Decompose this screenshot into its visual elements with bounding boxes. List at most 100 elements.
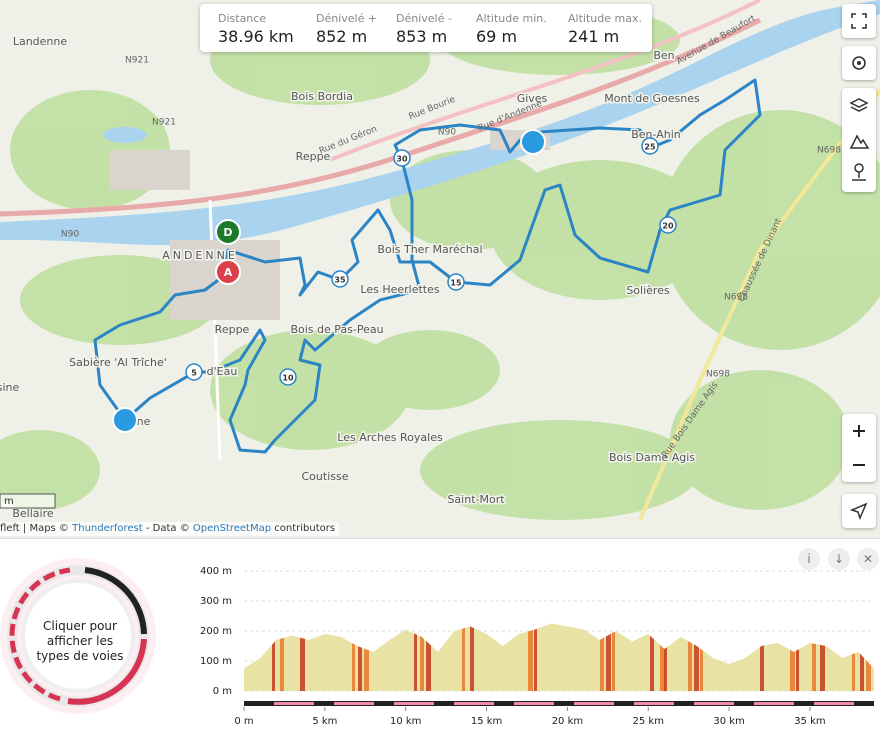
endpoint-label: D <box>223 226 232 239</box>
y-tick-label: 100 m <box>200 656 232 667</box>
endpoint-pin <box>215 259 241 285</box>
endpoint-label: A <box>224 266 233 279</box>
layer-tools[interactable] <box>842 88 876 192</box>
x-tick-label: 10 km <box>390 716 421 727</box>
attribution-text: - Data © <box>142 523 193 534</box>
scale-label: m <box>4 496 14 507</box>
place-label: Les Heerlettes <box>360 283 439 296</box>
x-tick-label: 35 km <box>794 716 825 727</box>
x-tick-label: 20 km <box>552 716 583 727</box>
slope-stripe <box>694 623 699 691</box>
download-button[interactable]: ↓ <box>828 548 850 570</box>
slope-stripe <box>534 623 537 691</box>
slope-stripe <box>528 623 533 691</box>
slope-stripe <box>364 623 369 691</box>
surface-track <box>244 701 874 706</box>
y-tick-label: 400 m <box>200 566 232 577</box>
slope-stripe <box>688 623 692 691</box>
x-tick-label: 5 km <box>312 716 337 727</box>
x-tick-label: 0 m <box>234 716 253 727</box>
km-marker <box>659 216 677 234</box>
slope-stripe <box>796 623 799 691</box>
place-label: Les Arches Royales <box>337 431 443 444</box>
slope-stripe <box>300 623 305 691</box>
km-marker <box>393 149 411 167</box>
km-marker-label: 10 <box>282 374 294 383</box>
road-label: N698 <box>724 293 748 303</box>
road-label: N921 <box>125 56 149 66</box>
place-label: Bois Dame Agis <box>609 451 695 464</box>
attribution: fleft | Maps © Thunderforest - Data © Op… <box>0 522 340 536</box>
road-label: N921 <box>152 118 176 128</box>
stat-label: Altitude max. <box>568 12 642 25</box>
fullscreen-button[interactable] <box>842 4 876 38</box>
zoom-controls[interactable] <box>842 414 876 482</box>
km-marker <box>641 137 659 155</box>
close-button[interactable]: ✕ <box>857 548 879 570</box>
slope-stripe <box>820 623 825 691</box>
place-label: Bois Bordia <box>291 90 353 103</box>
x-tick-label: 15 km <box>471 716 502 727</box>
place-label: Bois de Pas-Peau <box>290 323 383 336</box>
stat-value: 69 m <box>476 27 518 46</box>
surface-widget-line: afficher les <box>46 634 114 648</box>
slope-stripe <box>272 623 275 691</box>
slope-stripe <box>812 623 816 691</box>
km-marker-label: 35 <box>334 276 346 285</box>
slope-stripe <box>650 623 654 691</box>
slope-stripe <box>790 623 795 691</box>
map[interactable]: Landenne Bois Bordia Reppe Gives Mont de Goe… <box>0 0 880 538</box>
place-label: Gives <box>517 92 548 105</box>
stat-value: 241 m <box>568 27 620 46</box>
slope-stripe <box>462 623 465 691</box>
road-label: N90 <box>61 230 79 240</box>
settings-button[interactable] <box>842 46 876 80</box>
slope-stripe <box>358 623 362 691</box>
place-label: Ben <box>653 49 674 62</box>
place-label: Saint-Mort <box>447 493 505 506</box>
attribution-link[interactable]: Thunderforest <box>72 523 143 534</box>
y-tick-label: 0 m <box>213 686 232 697</box>
road-label: N698 <box>706 370 730 380</box>
place-label: Sabière 'Al Trîche' <box>69 356 167 369</box>
info-button[interactable]: i <box>798 548 820 570</box>
place-label: sine <box>0 381 19 394</box>
slope-stripe <box>612 623 615 691</box>
km-marker <box>279 368 297 386</box>
slope-stripe <box>700 623 703 691</box>
km-marker-label: 15 <box>450 279 462 288</box>
surface-donut[interactable] <box>0 539 160 743</box>
attribution-text: fleft | Maps © <box>0 523 73 534</box>
place-label: Reppe <box>296 150 331 163</box>
stat-label: Distance <box>218 12 267 25</box>
place-label: Bellaire <box>12 507 54 520</box>
slope-stripe <box>426 623 431 691</box>
slope-stripe <box>280 623 284 691</box>
stat-label: Dénivelé - <box>396 12 452 25</box>
slope-stripe <box>660 623 665 691</box>
attribution-link[interactable]: OpenStreetMap <box>192 523 272 534</box>
km-marker <box>447 273 465 291</box>
place-label: Ben-Ahin <box>631 128 681 141</box>
slope-stripe <box>470 623 474 691</box>
slope-stripe <box>420 623 424 691</box>
stat-value: 38.96 km <box>218 27 294 46</box>
slope-stripe <box>606 623 611 691</box>
slope-stripe <box>852 623 855 691</box>
surface-widget-label[interactable]: Cliquer pour afficher les types de voies <box>30 619 130 664</box>
place-label: Landenne <box>13 35 68 48</box>
stats-panel: Distance 38.96 km Dénivelé +852 m Dénivelé … <box>200 4 652 52</box>
surface-widget-line: types de voies <box>36 649 124 663</box>
elevation-chart: 0 m 100 m 200 m 300 m 400 m 0 m 5 km 10 km 15 km… <box>200 566 874 727</box>
attribution-text: contributors <box>271 523 336 534</box>
slope-stripe <box>352 623 355 691</box>
km-marker <box>331 270 349 288</box>
stat-value: 853 m <box>396 27 448 46</box>
locate-button[interactable] <box>842 494 876 528</box>
km-marker-label: 20 <box>662 222 674 231</box>
km-marker <box>185 363 203 381</box>
place-label: Mont de Goesnes <box>604 92 700 105</box>
place-label: Bois Ther Maréchal <box>377 243 482 256</box>
stat-value: 852 m <box>316 27 368 46</box>
